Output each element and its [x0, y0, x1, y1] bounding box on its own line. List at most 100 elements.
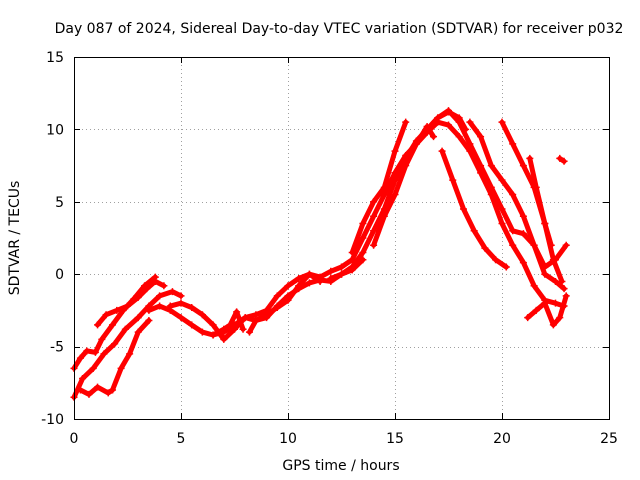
data-point [359, 248, 367, 256]
series-track-11 [370, 123, 438, 249]
data-point [239, 325, 247, 333]
data-point [459, 205, 467, 213]
data-point [327, 275, 335, 283]
data-point [402, 162, 410, 170]
data-point [348, 263, 356, 271]
data-point [359, 234, 367, 242]
data-point [455, 133, 463, 141]
data-point [541, 299, 549, 307]
series-layer [70, 107, 570, 401]
data-point [109, 386, 117, 394]
series-track-3 [76, 317, 153, 398]
data-point [359, 220, 367, 228]
data-point [245, 328, 253, 336]
data-point [455, 118, 463, 126]
data-point [481, 244, 489, 252]
tick-marks [74, 57, 610, 420]
data-point [562, 292, 570, 300]
data-point [94, 321, 102, 329]
data-point [126, 350, 134, 358]
data-point [348, 248, 356, 256]
series-track-5 [145, 118, 568, 339]
data-point [220, 335, 228, 343]
data-point [541, 220, 549, 228]
data-point [552, 299, 559, 307]
data-point [509, 191, 517, 199]
data-point [370, 241, 378, 249]
data-point [91, 348, 99, 356]
data-point [168, 288, 176, 296]
data-point [498, 176, 506, 184]
grid [74, 57, 609, 419]
data-point [94, 383, 102, 391]
x-tick-label: 10 [279, 431, 297, 447]
data-point [402, 118, 410, 126]
data-point [111, 340, 119, 348]
y-tick-label: 10 [46, 122, 64, 138]
series-track-18 [556, 154, 568, 165]
data-point [556, 154, 564, 162]
x-tick-label: 15 [386, 431, 404, 447]
data-point [532, 183, 540, 191]
data-point [558, 277, 566, 285]
series-line [525, 293, 569, 328]
x-tick-label: 25 [600, 431, 618, 447]
data-point [466, 118, 474, 126]
data-point [143, 285, 151, 293]
x-axis-label: GPS time / hours [282, 458, 399, 474]
data-point [145, 306, 153, 314]
series-track-7 [209, 308, 247, 339]
data-point [209, 331, 217, 339]
data-point [166, 302, 174, 310]
series-track-17 [524, 292, 570, 329]
series-line [71, 274, 158, 371]
data-point [492, 256, 500, 264]
data-point [423, 125, 431, 133]
data-point [519, 212, 527, 220]
data-point [477, 162, 485, 170]
data-point [519, 162, 527, 170]
data-point [430, 133, 438, 141]
data-point [449, 176, 457, 184]
data-point [177, 314, 185, 322]
series-line [527, 155, 565, 284]
data-point [370, 212, 378, 220]
series-line [424, 108, 569, 270]
y-tick-label: 15 [46, 50, 64, 66]
data-point [198, 311, 206, 319]
data-point [305, 270, 313, 278]
data-point [470, 227, 478, 235]
data-point [445, 107, 452, 115]
plot-frame [74, 57, 610, 420]
data-point [438, 147, 446, 155]
data-point [498, 118, 506, 126]
series-line [349, 119, 409, 255]
data-point [124, 302, 131, 310]
data-point [76, 354, 84, 362]
data-point [498, 205, 506, 213]
data-point [477, 133, 485, 141]
y-tick-labels: -10 -5 0 5 10 15 [41, 50, 64, 428]
data-point [226, 321, 234, 329]
data-point [263, 311, 271, 319]
data-point [502, 263, 510, 271]
data-point [109, 321, 117, 329]
series-line [146, 119, 567, 338]
data-point [549, 256, 557, 264]
data-point [509, 140, 517, 148]
x-tick-label: 0 [70, 431, 79, 447]
data-point [273, 304, 281, 312]
data-point [524, 314, 532, 322]
data-point [519, 230, 527, 238]
y-tick-label: -5 [50, 340, 64, 356]
data-point [391, 191, 399, 199]
data-point [102, 311, 110, 319]
data-point [188, 304, 196, 312]
data-point [295, 275, 303, 283]
series-track-10 [348, 118, 410, 256]
data-point [151, 277, 159, 285]
data-point [284, 296, 292, 304]
series-line [95, 278, 167, 328]
data-point [85, 390, 93, 398]
